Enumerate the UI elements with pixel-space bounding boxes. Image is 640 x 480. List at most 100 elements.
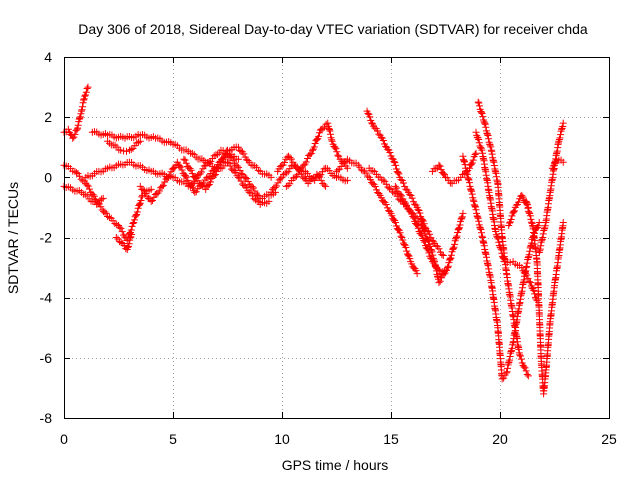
data-trail-10-0 [268,175,285,193]
data-trail-16-7 [431,261,442,283]
data-point [125,146,133,154]
data-trail-20-6 [519,267,533,286]
series-track-01 [60,83,92,142]
data-trail-4-2 [124,233,135,251]
data-trail-4-1 [120,242,130,253]
x-tick-label-0: 0 [60,431,68,447]
data-trail-7-7 [240,173,263,200]
data-point [328,137,336,145]
data-trail-18-0 [459,156,471,176]
series-track-21 [472,128,541,305]
data-trail-9-4 [258,170,273,179]
data-trail-16-4 [410,212,424,229]
data-marks [60,83,567,398]
data-trail-22-0 [536,222,549,255]
data-trail-5-0 [62,183,83,195]
data-trail-14-3 [384,145,396,162]
data-point [470,197,478,205]
data-trail-3-4 [105,214,121,229]
data-trail-12-1 [286,154,300,171]
data-trail-19-5 [503,271,517,319]
data-trail-18-2 [470,201,486,240]
series-track-24 [548,155,567,172]
data-trail-13-2 [356,163,372,180]
data-trail-20-2 [485,192,499,233]
series-track-05 [112,230,136,254]
data-trail-16-6 [427,245,438,264]
data-trail-19-1 [481,120,495,151]
data-trail-21-9 [555,222,567,257]
data-trail-19-7 [516,352,527,369]
data-trail-0-3 [74,110,85,132]
data-trail-21-1 [529,223,541,263]
data-trail-0-2 [70,127,80,141]
data-point [439,252,447,260]
data-trail-22-1 [542,192,554,225]
data-trail-14-2 [377,133,390,150]
data-point [459,209,467,217]
data-trail-23-1 [555,156,565,164]
y-tick-label-4: 0 [44,169,52,185]
data-trail-3-2 [83,181,99,203]
data-trail-2-0 [105,139,123,154]
data-trail-7-6 [225,152,245,178]
series-track-02 [88,128,221,172]
data-trail-18-3 [479,237,495,284]
data-point [84,83,92,91]
plot-frame [64,57,610,419]
data-trail-3-7 [130,193,146,224]
series-track-18 [428,149,480,187]
data-trail-18-10 [523,235,536,270]
x-tick-label-3: 15 [383,431,399,447]
data-trail-2-1 [120,147,130,155]
data-point [213,164,221,172]
data-trail-24-0 [506,207,518,227]
data-trail-20-3 [492,231,508,262]
data-point [335,152,343,160]
data-trail-14-1 [371,124,383,138]
data-trail-19-8 [521,364,531,379]
data-trail-8-4 [225,159,241,180]
data-point [481,119,489,127]
data-point [180,155,188,163]
data-point [524,203,532,211]
x-axis-label: GPS time / hours [282,457,389,473]
data-trail-7-3 [175,161,198,195]
data-trail-13-3 [366,176,383,198]
data-point [474,98,482,106]
data-trail-10-6 [335,173,349,185]
data-point [459,152,467,160]
data-trail-17-5 [466,151,479,169]
data-trail-0-1 [65,129,76,139]
data-point [533,297,541,305]
data-trail-6-6 [203,149,223,167]
data-trail-18-1 [464,174,477,204]
data-trail-24-1 [512,192,525,209]
data-trail-19-4 [498,235,510,275]
data-trail-19-3 [494,180,506,240]
data-trail-13-6 [399,236,414,263]
data-trail-17-0 [430,164,441,173]
data-trail-9-2 [236,146,252,165]
data-trail-17-1 [436,162,448,178]
series-track-15 [363,107,447,260]
data-point [535,218,543,226]
series-track-04 [60,161,155,245]
data-trail-11-0 [284,174,297,189]
data-trail-18-4 [488,282,501,329]
x-tick-label-4: 20 [492,431,508,447]
data-trail-16-10 [453,213,466,240]
data-trail-22-4 [555,123,567,143]
data-trail-16-5 [418,224,433,249]
data-trail-21-7 [546,284,558,323]
data-trail-8-6 [247,189,263,206]
data-trail-20-1 [479,153,493,194]
data-trail-16-2 [389,188,404,204]
data-trail-11-5 [324,122,336,144]
data-trail-9-1 [226,143,240,155]
data-trail-14-5 [397,176,411,194]
data-trail-1-3 [138,131,157,142]
data-trail-7-2 [159,161,180,189]
data-point [267,188,275,196]
